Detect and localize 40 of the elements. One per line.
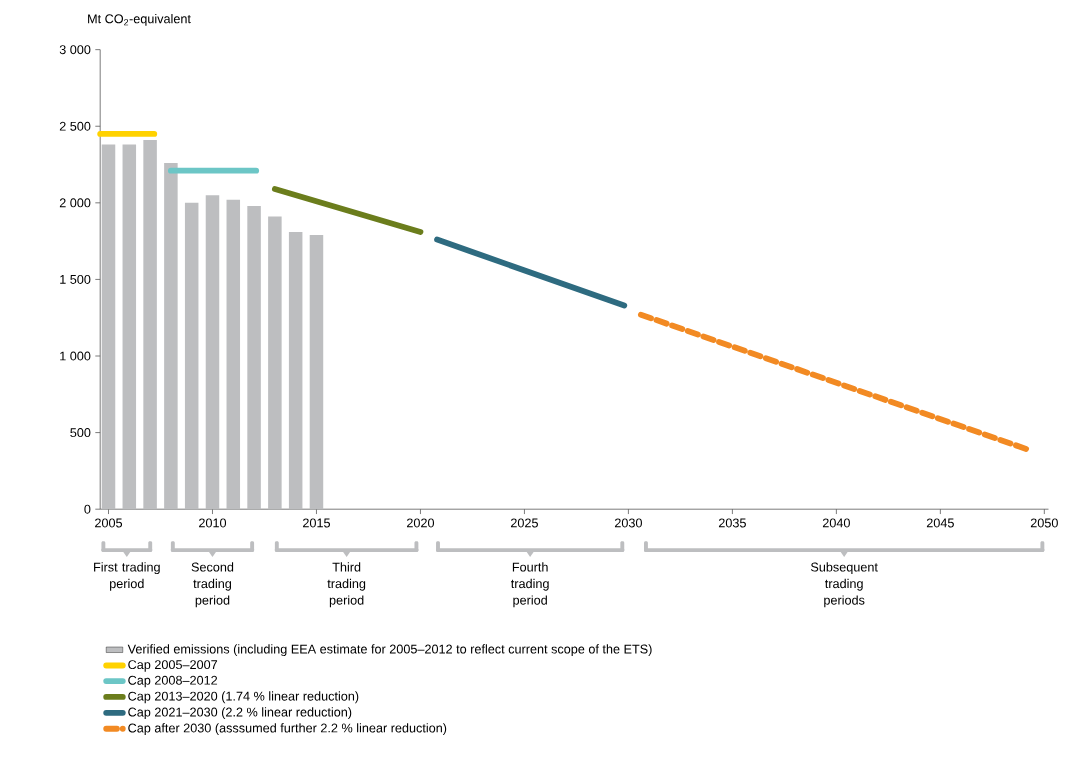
bar [268, 216, 282, 510]
x-tick-label: 2050 [1030, 518, 1058, 528]
y-tick-label: 1 500 [60, 274, 91, 284]
x-tick-label: 2030 [614, 518, 642, 528]
legend-label: Verified emissions (including EEA estimate for 2005–2012 to reflect current scope of the ETS) [127, 644, 652, 656]
y-tick-label: 2 500 [59, 121, 91, 131]
text: Third trading period [327, 562, 366, 608]
y-tick-label: 3 000 [59, 45, 91, 55]
text: Subsequent trading periods [810, 562, 878, 608]
bar [184, 202, 199, 510]
legend-label: Cap 2005–2007 [128, 660, 218, 672]
x-tick-label: 2020 [407, 518, 435, 528]
y-tick-label: 0 [84, 504, 91, 514]
bar [226, 199, 241, 510]
legend-label: Cap 2013–2020 (1.74 % linear reduction) [128, 691, 359, 704]
bar [164, 162, 178, 510]
legend-label: Cap after 2030 (asssumed further 2.2 % linear reduction) [128, 723, 447, 735]
x-tick-label: 2025 [510, 518, 538, 528]
x-tick-label: 2010 [199, 518, 227, 528]
bar [101, 144, 116, 510]
bar [247, 205, 261, 510]
x-tick-label: 2005 [95, 518, 123, 528]
legend-label: Cap 2008–2012 [128, 675, 218, 688]
bar [205, 195, 220, 510]
y-axis-title: Mt CO$_{2}$-equivalent [88, 13, 191, 26]
x-tick-label: 2015 [303, 518, 331, 528]
x-tick-label: 2040 [822, 518, 850, 528]
bar [122, 144, 137, 510]
legend-label: Cap 2021–2030 (2.2 % linear reduction) [128, 707, 352, 719]
y-tick-label: 1 000 [60, 351, 91, 361]
x-tick-label: 2045 [926, 518, 954, 528]
text: First trading period [94, 562, 160, 591]
x-tick-label: 2035 [718, 518, 746, 528]
y-tick-label: 500 [70, 428, 91, 437]
bar [288, 231, 303, 510]
bar [143, 139, 157, 510]
text: Second trading period [191, 562, 234, 608]
text: Fourth trading period [510, 562, 549, 608]
bar [309, 234, 324, 510]
y-tick-label: 2 000 [59, 198, 91, 208]
